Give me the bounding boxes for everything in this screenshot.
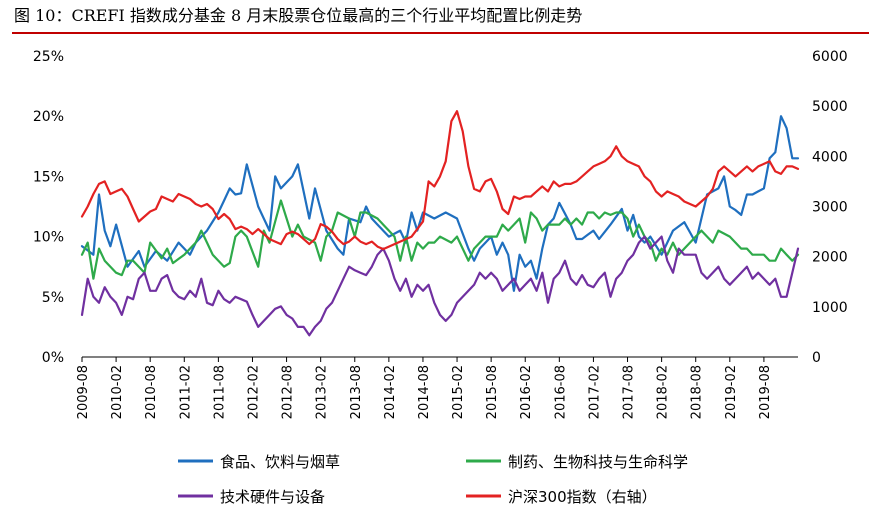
figure-title: 图 10：CREFI 指数成分基金 8 月末股票仓位最高的三个行业平均配置比例走… xyxy=(14,6,583,25)
x-tick-label: 2018-02 xyxy=(656,365,671,419)
y-right-tick-label: 5000 xyxy=(812,99,848,115)
y-left-tick-label: 25% xyxy=(33,49,64,65)
x-tick-label: 2017-02 xyxy=(587,365,602,419)
series-line-2 xyxy=(80,199,800,280)
y-left-tick-label: 10% xyxy=(33,230,64,246)
x-tick-label: 2013-02 xyxy=(315,365,330,419)
x-tick-label: 2010-02 xyxy=(110,365,125,419)
series-line-3 xyxy=(80,235,800,337)
x-tick-label: 2011-02 xyxy=(178,365,193,419)
x-tick-label: 2017-08 xyxy=(622,365,637,419)
legend-label-3: 技术硬件与设备 xyxy=(220,488,325,506)
x-tick-label: 2019-02 xyxy=(724,365,739,419)
y-right-tick-label: 2000 xyxy=(812,250,848,266)
chart-series xyxy=(80,110,800,337)
x-tick-label: 2015-08 xyxy=(485,365,500,419)
title-rule xyxy=(12,32,869,34)
y-left-tick-label: 0% xyxy=(42,350,64,366)
legend-label-1: 食品、饮料与烟草 xyxy=(220,453,340,471)
series-line-4 xyxy=(80,110,800,251)
x-tick-label: 2009-08 xyxy=(76,365,91,419)
series-line-1 xyxy=(80,115,800,292)
x-tick-label: 2016-08 xyxy=(553,365,568,419)
legend-label-2: 制药、生物科技与生命科学 xyxy=(508,453,688,471)
x-tick-label: 2011-08 xyxy=(212,365,227,419)
chart-axes: 0% 5% 10% 15% 20% 25% 0 1000 2000 3000 4000 5000 600… xyxy=(33,49,848,419)
y-right-tick-label: 3000 xyxy=(812,200,848,216)
y-right-tick-label: 0 xyxy=(812,350,821,366)
x-tick-label: 2012-08 xyxy=(281,365,296,419)
y-right-tick-label: 4000 xyxy=(812,149,848,165)
y-right-tick-label: 1000 xyxy=(812,300,848,316)
x-tick-label: 2010-08 xyxy=(144,365,159,419)
x-tick-label: 2014-08 xyxy=(417,365,432,419)
y-right-tick-label: 6000 xyxy=(812,49,848,65)
x-tick-label: 2014-02 xyxy=(383,365,398,419)
x-tick-label: 2013-08 xyxy=(349,365,364,419)
x-tick-label: 2012-02 xyxy=(246,365,261,419)
legend-label-4: 沪深300指数（右轴） xyxy=(508,488,657,506)
y-left-tick-label: 5% xyxy=(42,290,64,306)
y-left-tick-label: 20% xyxy=(33,109,64,125)
x-tick-label: 2019-08 xyxy=(758,365,773,419)
y-left-tick-label: 15% xyxy=(33,169,64,185)
x-tick-label: 2018-08 xyxy=(690,365,705,419)
x-tick-label: 2016-02 xyxy=(519,365,534,419)
x-tick-label: 2015-02 xyxy=(451,365,466,419)
